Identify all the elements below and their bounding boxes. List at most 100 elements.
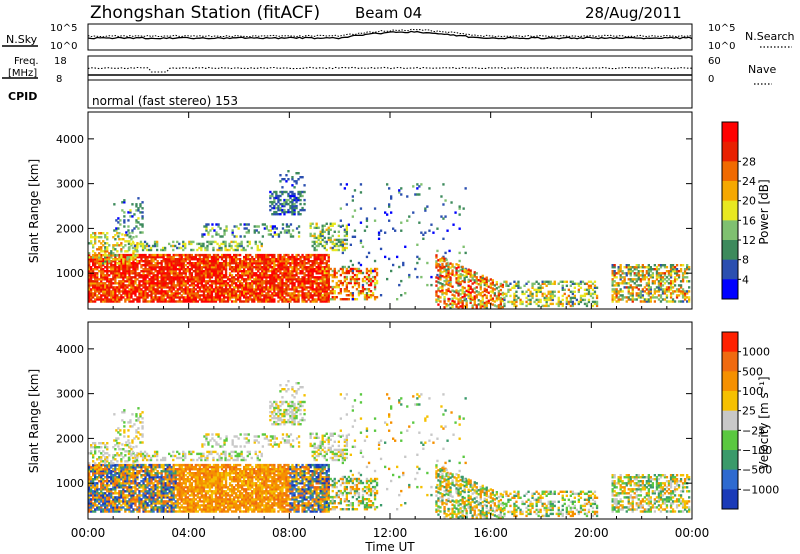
power-cell xyxy=(443,267,446,271)
power-cell xyxy=(162,266,165,269)
power-cell xyxy=(114,278,117,281)
power-cell xyxy=(132,290,135,293)
power-cell xyxy=(293,266,296,269)
power-cell xyxy=(281,298,284,301)
power-cell xyxy=(311,264,314,267)
power-cell xyxy=(200,300,204,303)
power-cell xyxy=(190,240,193,244)
power-cell xyxy=(291,206,294,210)
power-cell xyxy=(285,180,288,183)
power-cell xyxy=(166,255,169,259)
power-cell xyxy=(118,288,121,291)
power-cell xyxy=(299,192,302,196)
power-cell xyxy=(122,278,125,281)
power-cell xyxy=(228,262,232,265)
power-cell xyxy=(291,255,294,259)
power-cell xyxy=(224,264,228,267)
power-cell xyxy=(245,258,248,261)
power-cell xyxy=(561,284,564,288)
power-cell xyxy=(94,258,97,261)
power-cell xyxy=(323,230,326,234)
velocity-cell xyxy=(112,474,115,477)
power-cell xyxy=(573,296,577,300)
power-cell xyxy=(325,222,328,226)
power-cell xyxy=(94,294,97,297)
power-cell xyxy=(263,274,266,277)
power-cell xyxy=(192,280,196,283)
power-cell xyxy=(251,282,254,285)
power-cell xyxy=(281,288,284,291)
power-cell xyxy=(251,270,254,273)
velocity-cell xyxy=(114,500,117,503)
power-cell xyxy=(261,292,264,295)
velocity-cell xyxy=(88,498,91,501)
power-cell xyxy=(361,292,365,295)
power-cell xyxy=(220,255,224,259)
power-cell xyxy=(243,235,246,238)
power-cell xyxy=(182,300,185,303)
power-cell xyxy=(289,270,292,273)
power-cell xyxy=(235,264,238,267)
power-cell xyxy=(192,296,196,299)
power-cell xyxy=(237,266,240,269)
power-cell xyxy=(263,288,266,291)
velocity-cell xyxy=(88,506,91,509)
power-cell xyxy=(285,290,288,293)
power-cell xyxy=(575,282,579,286)
power-cell xyxy=(96,280,99,283)
power-cell xyxy=(301,294,304,297)
power-cell xyxy=(248,242,251,246)
power-cell xyxy=(301,290,304,293)
power-cell xyxy=(164,258,167,261)
power-cell xyxy=(327,272,330,275)
power-cell xyxy=(647,266,651,269)
power-cell xyxy=(305,258,308,261)
velocity-cell xyxy=(102,498,105,501)
power-cell xyxy=(106,270,109,273)
power-cell xyxy=(154,276,157,279)
power-cell xyxy=(325,278,328,281)
power-cell xyxy=(627,290,630,293)
power-cell xyxy=(557,304,560,308)
power-cell xyxy=(132,252,135,255)
power-cell xyxy=(461,285,464,289)
power-cell xyxy=(319,264,322,267)
power-cell xyxy=(657,274,661,277)
power-cell xyxy=(571,302,575,306)
power-cell xyxy=(458,205,461,208)
power-cell xyxy=(633,268,636,271)
power-cell xyxy=(228,242,231,246)
power-cell xyxy=(449,302,452,306)
power-cell xyxy=(467,294,470,298)
velocity-cell xyxy=(90,498,93,501)
power-cell xyxy=(154,298,157,301)
power-cell xyxy=(138,253,141,257)
power-cell xyxy=(208,264,212,267)
power-cell xyxy=(98,256,101,259)
power-cell xyxy=(281,280,284,283)
velocity-cell xyxy=(94,496,97,499)
power-cell xyxy=(293,298,296,301)
power-cell xyxy=(305,262,308,265)
power-cell xyxy=(667,300,671,303)
power-cell xyxy=(196,292,200,295)
power-cell xyxy=(206,294,210,297)
power-cell xyxy=(166,292,169,295)
power-cell xyxy=(188,294,192,297)
velocity-cell xyxy=(92,468,95,471)
power-cell xyxy=(567,300,571,304)
power-cell xyxy=(295,298,298,301)
power-cell xyxy=(479,277,482,281)
power-cell xyxy=(283,292,286,295)
power-cell xyxy=(141,201,144,204)
power-cell xyxy=(281,278,284,281)
power-cell xyxy=(398,283,401,287)
velocity-cell xyxy=(98,476,101,479)
power-cell xyxy=(643,286,647,289)
power-cell xyxy=(170,282,173,285)
power-cell xyxy=(253,294,256,297)
power-cell xyxy=(112,246,115,249)
power-cell xyxy=(116,266,119,269)
power-cell xyxy=(205,223,208,226)
power-cell xyxy=(673,268,677,271)
